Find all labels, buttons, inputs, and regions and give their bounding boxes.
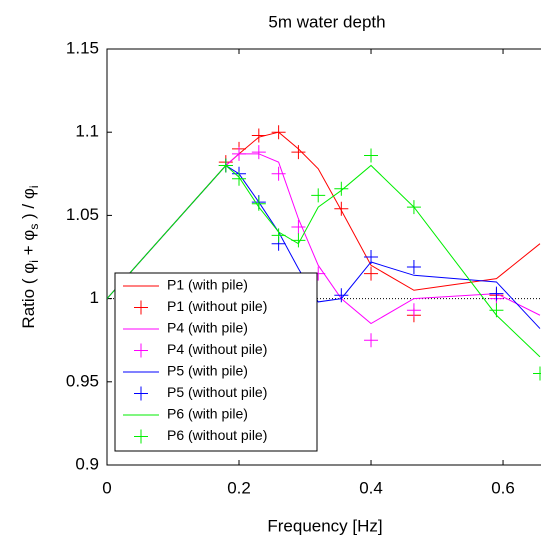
x-tick-label: 0.2 bbox=[227, 478, 251, 497]
y-label-subscript: i bbox=[27, 260, 41, 263]
x-tick-label: 0.6 bbox=[491, 478, 515, 497]
data-marker bbox=[364, 250, 379, 264]
plot-area: 0 0.2 0.4 0.6 0.9 0.95 1 1.05 1.1 1.15 bbox=[66, 38, 541, 497]
legend-box bbox=[114, 272, 318, 452]
x-tick-label: 0.4 bbox=[359, 478, 383, 497]
data-marker bbox=[489, 303, 504, 318]
data-marker bbox=[311, 188, 326, 203]
series-line bbox=[107, 153, 541, 325]
legend-label: P4 (with pile) bbox=[167, 320, 248, 336]
series-line bbox=[107, 164, 541, 358]
y-label-subscript: s bbox=[27, 224, 41, 230]
data-marker bbox=[232, 146, 247, 161]
data-marker bbox=[489, 286, 504, 301]
legend-marker bbox=[134, 386, 148, 401]
data-marker bbox=[364, 266, 379, 281]
y-label-part: + φ bbox=[19, 230, 38, 260]
legend: P1 (with pile) P1 (without pile) P4 (with … bbox=[114, 272, 318, 452]
y-tick-label: 1 bbox=[90, 288, 99, 307]
data-marker bbox=[271, 166, 286, 181]
data-marker bbox=[218, 158, 233, 173]
data-marker bbox=[334, 181, 349, 196]
legend-label: P6 (without pile) bbox=[167, 427, 267, 443]
y-label-part: ) / φ bbox=[19, 188, 38, 224]
data-marker bbox=[364, 148, 379, 163]
data-marker bbox=[364, 333, 379, 348]
data-marker bbox=[232, 171, 247, 186]
y-tick-label: 1.15 bbox=[66, 38, 99, 57]
data-marker bbox=[251, 128, 266, 143]
data-marker bbox=[334, 201, 349, 216]
legend-label: P6 (with pile) bbox=[167, 406, 248, 422]
data-marker bbox=[291, 145, 306, 160]
data-marker bbox=[251, 145, 266, 160]
data-marker bbox=[291, 233, 306, 248]
x-axis-label: Frequency [Hz] bbox=[267, 516, 382, 535]
legend-label: P5 (without pile) bbox=[167, 384, 267, 400]
plot-frame bbox=[106, 48, 541, 466]
legend-marker bbox=[134, 429, 148, 444]
data-marker bbox=[334, 288, 349, 303]
legend-label: P5 (with pile) bbox=[167, 363, 248, 379]
chart-title: 5m water depth bbox=[268, 12, 385, 31]
legend-label: P1 (with pile) bbox=[167, 277, 248, 293]
y-axis-label: Ratio ( φi + φs ) / φi bbox=[19, 185, 41, 328]
y-label-part: Ratio ( φ bbox=[19, 263, 38, 329]
data-marker bbox=[291, 220, 306, 235]
data-marker bbox=[271, 228, 286, 243]
y-tick-label: 1.1 bbox=[75, 122, 99, 141]
legend-marker bbox=[134, 300, 148, 315]
data-marker bbox=[533, 366, 541, 381]
y-tick-label: 1.05 bbox=[66, 205, 99, 224]
x-tick-label: 0 bbox=[102, 478, 111, 497]
data-marker bbox=[406, 259, 421, 274]
y-tick-label: 0.9 bbox=[75, 454, 99, 473]
data-marker bbox=[271, 125, 286, 140]
data-marker bbox=[406, 200, 421, 215]
legend-label: P4 (without pile) bbox=[167, 341, 267, 357]
data-marker bbox=[251, 196, 266, 211]
legend-label: P1 (without pile) bbox=[167, 298, 267, 314]
legend-marker bbox=[134, 343, 148, 358]
y-label-subscript: i bbox=[27, 185, 41, 188]
y-tick-label: 0.95 bbox=[66, 371, 99, 390]
data-marker bbox=[406, 303, 421, 318]
